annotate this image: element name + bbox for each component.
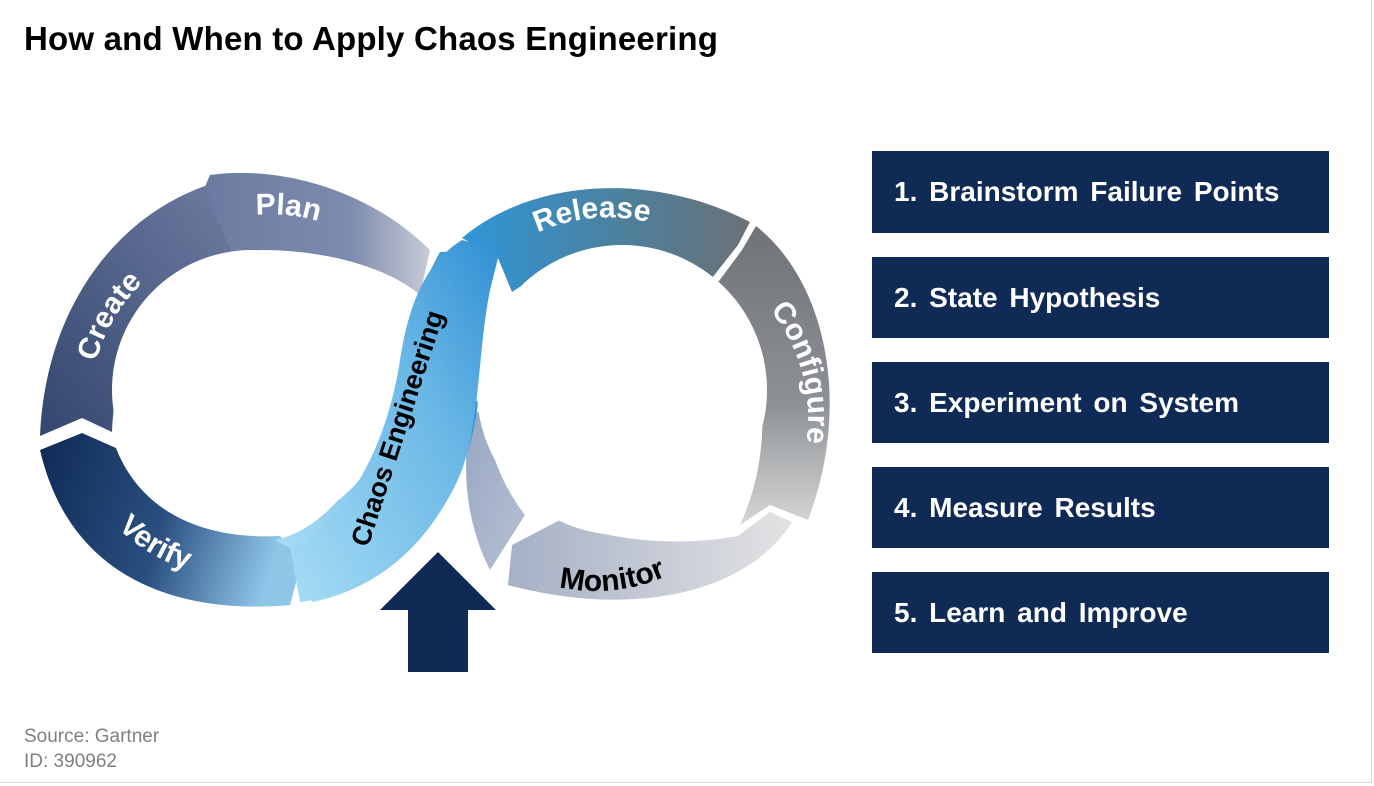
- svg-text:Plan: Plan: [255, 188, 324, 228]
- step-5: 5. Learn and Improve: [872, 572, 1329, 653]
- footer: Source: Gartner ID: 390962: [24, 724, 159, 774]
- chaos-engineering-band-front: [290, 240, 500, 602]
- steps-list: 1. Brainstorm Failure Points 2. State Hy…: [872, 151, 1329, 677]
- left-loop-hole: [112, 250, 392, 530]
- step-3: 3. Experiment on System: [872, 362, 1329, 443]
- document-id: ID: 390962: [24, 751, 117, 772]
- step-2: 2. State Hypothesis: [872, 257, 1329, 338]
- chaos-engineering-infinity-diagram: Plan Create Verify Release Configure Mon…: [40, 172, 834, 672]
- plan-segment: [200, 172, 430, 295]
- plan-label: Plan: [255, 188, 324, 228]
- monitor-segment: [508, 512, 792, 600]
- verify-segment: [40, 433, 302, 607]
- create-segment: [40, 186, 232, 436]
- step-1: 1. Brainstorm Failure Points: [872, 151, 1329, 233]
- step-4: 4. Measure Results: [872, 467, 1329, 548]
- source-text: Source: Gartner: [24, 726, 160, 747]
- page-title: How and When to Apply Chaos Engineering: [24, 20, 719, 57]
- right-loop-hole: [477, 245, 767, 535]
- crossing-band: [466, 410, 525, 570]
- up-arrow-icon: [380, 552, 496, 672]
- configure-segment: [716, 226, 830, 525]
- release-segment: [462, 188, 750, 292]
